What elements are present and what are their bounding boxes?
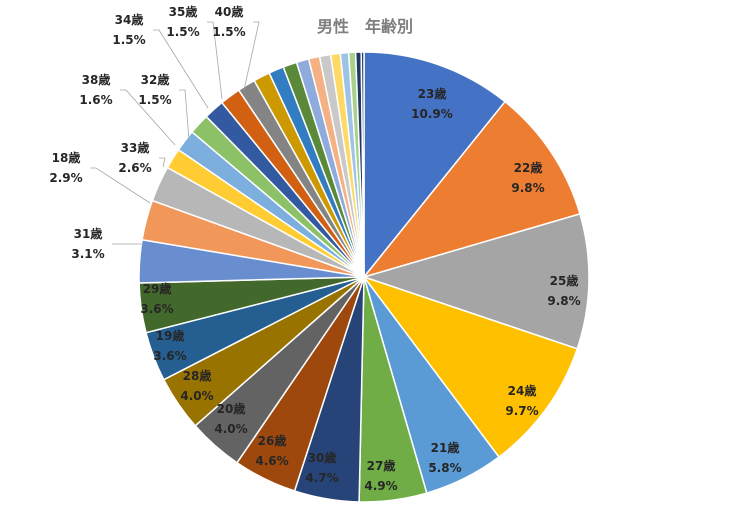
leader-line <box>90 167 151 204</box>
slice-percent: 2.6% <box>118 161 151 175</box>
slice-label: 27歳 <box>367 458 396 473</box>
slice-percent: 4.7% <box>305 471 338 485</box>
slice-label: 31歳 <box>74 226 103 241</box>
slice-percent: 4.9% <box>364 479 397 493</box>
slice-label: 22歳 <box>514 160 543 175</box>
chart-title: 男性 年齢別 <box>317 17 413 36</box>
leader-line <box>153 29 209 109</box>
slice-label: 24歳 <box>508 383 537 398</box>
slice-label: 38歳 <box>82 72 111 87</box>
slice-percent: 3.1% <box>71 247 104 261</box>
slice-percent: 1.5% <box>166 25 199 39</box>
slice-percent: 1.5% <box>212 25 245 39</box>
slice-label: 34歳 <box>115 12 144 27</box>
slice-label: 32歳 <box>141 72 170 87</box>
slice-percent: 9.7% <box>505 404 538 418</box>
slice-label: 21歳 <box>431 440 460 455</box>
slice-percent: 5.8% <box>428 461 461 475</box>
slice-percent: 1.5% <box>138 93 171 107</box>
pie-slice <box>361 100 581 279</box>
pie-slice <box>361 275 579 459</box>
slice-percent: 2.9% <box>49 171 82 185</box>
slice-label: 29歳 <box>143 281 172 296</box>
slice-percent: 4.0% <box>180 389 213 403</box>
slice-label: 19歳 <box>156 328 185 343</box>
slice-label: 30歳 <box>308 450 337 465</box>
pie-slice <box>363 51 507 280</box>
slice-percent: 9.8% <box>547 294 580 308</box>
slice-label: 33歳 <box>121 140 150 155</box>
slice-label: 26歳 <box>258 433 287 448</box>
leader-line <box>159 157 166 168</box>
slice-label: 18歳 <box>52 150 81 165</box>
slice-percent: 3.6% <box>153 349 186 363</box>
slice-label: 35歳 <box>169 4 198 19</box>
slice-label: 23歳 <box>418 86 447 101</box>
slice-percent: 9.8% <box>511 181 544 195</box>
leader-line <box>243 21 260 91</box>
pie-slice <box>361 212 590 350</box>
leader-line <box>120 89 176 146</box>
slice-label: 28歳 <box>183 368 212 383</box>
slice-percent: 10.9% <box>411 107 453 121</box>
slice-percent: 1.6% <box>79 93 112 107</box>
leader-line <box>207 21 223 100</box>
pie-slices <box>138 51 590 503</box>
pie-slice <box>360 51 365 278</box>
data-labels: 23歳 10.9% 22歳 9.8% 25歳 9.8% 24歳 9.7% 21歳 5.8% 27歳 4… <box>49 4 580 493</box>
leader-line <box>179 89 190 141</box>
slice-percent: 1.5% <box>112 33 145 47</box>
slice-label: 20歳 <box>217 401 246 416</box>
slice-percent: 4.6% <box>255 454 288 468</box>
slice-percent: 3.6% <box>140 302 173 316</box>
leader-lines <box>90 21 260 245</box>
slice-label: 40歳 <box>215 4 244 19</box>
slice-percent: 4.0% <box>214 422 247 436</box>
slice-label: 25歳 <box>550 273 579 288</box>
